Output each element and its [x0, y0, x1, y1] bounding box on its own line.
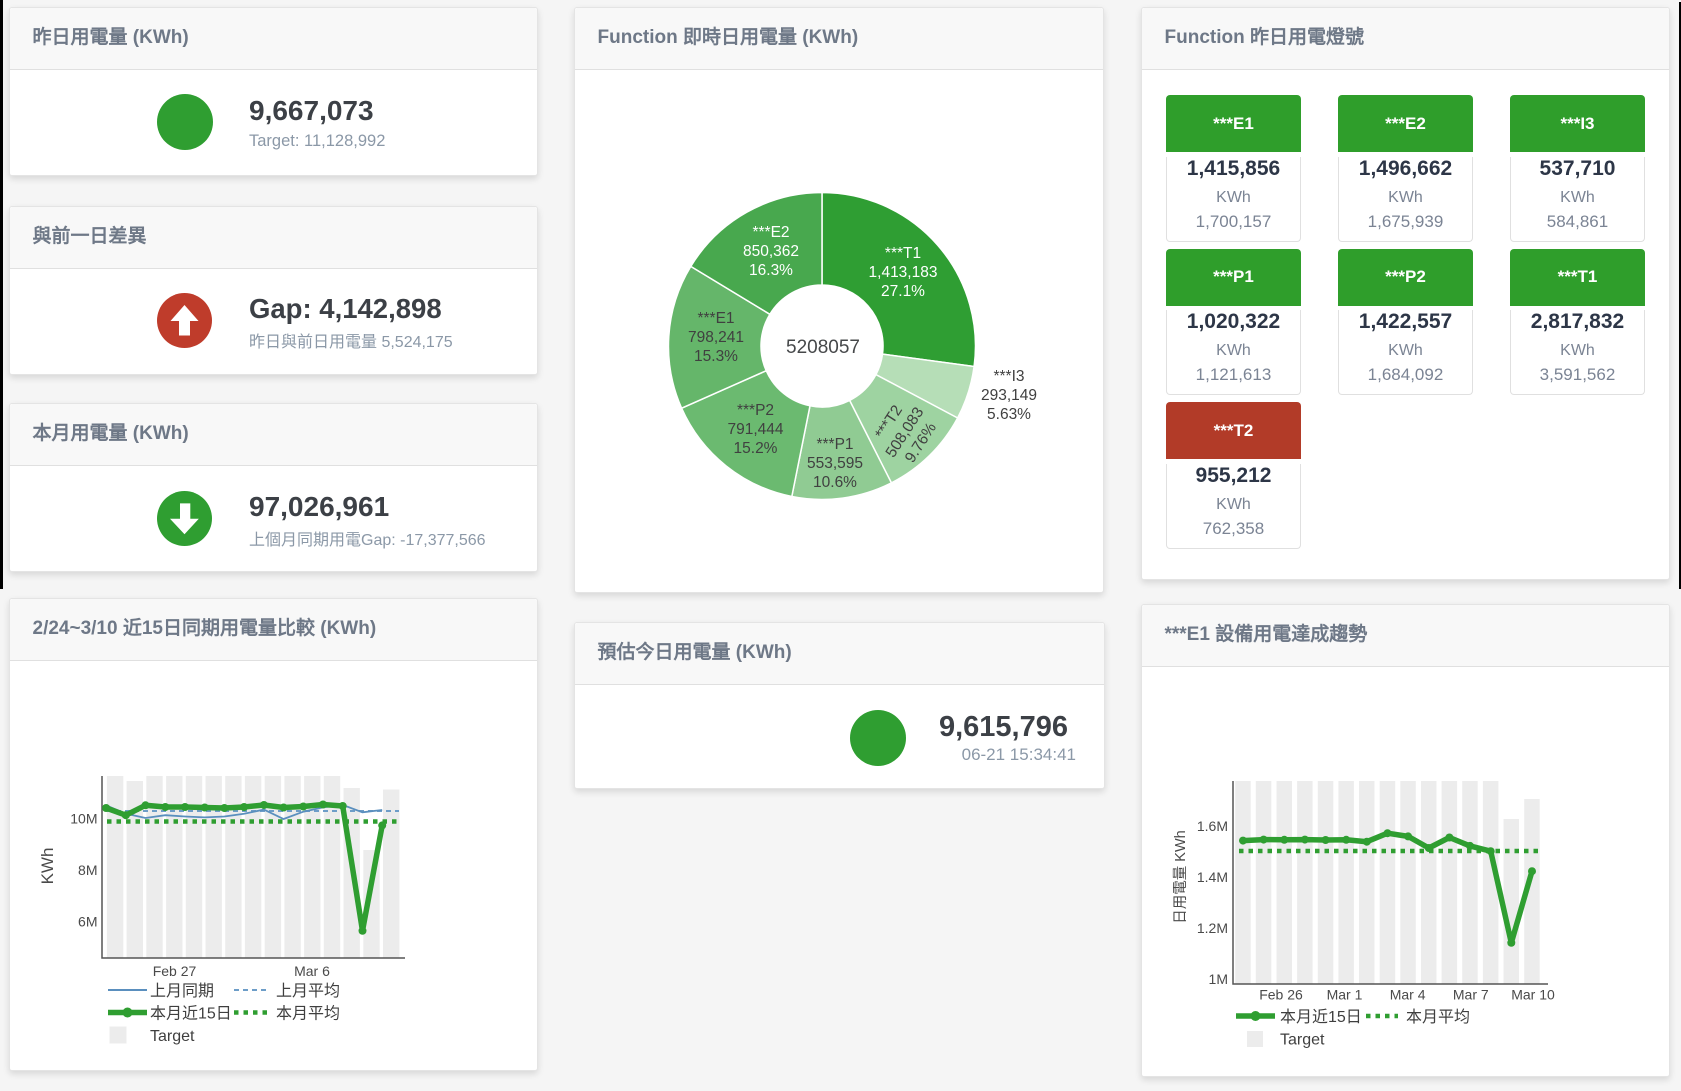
svg-text:本月近15日: 本月近15日 — [1280, 1008, 1362, 1026]
svg-text:10M: 10M — [70, 811, 97, 827]
svg-text:Mar 7: Mar 7 — [1453, 987, 1489, 1003]
svg-text:Feb 26: Feb 26 — [1259, 987, 1303, 1003]
svg-text:上月同期: 上月同期 — [150, 982, 214, 1000]
svg-text:本月近15日: 本月近15日 — [150, 1005, 232, 1023]
svg-text:1.2M: 1.2M — [1197, 920, 1228, 936]
svg-text:Mar 1: Mar 1 — [1327, 987, 1363, 1003]
svg-text:1.6M: 1.6M — [1197, 818, 1228, 834]
svg-text:6M: 6M — [78, 913, 97, 929]
svg-text:本月平均: 本月平均 — [276, 1005, 340, 1023]
svg-text:日用電量 KWh: 日用電量 KWh — [1173, 830, 1189, 923]
svg-text:Target: Target — [1280, 1032, 1325, 1049]
svg-text:Mar 6: Mar 6 — [294, 963, 330, 979]
svg-text:1M: 1M — [1209, 971, 1228, 987]
svg-text:Feb 27: Feb 27 — [153, 963, 197, 979]
svg-text:本月平均: 本月平均 — [1406, 1008, 1470, 1026]
svg-text:8M: 8M — [78, 862, 97, 878]
svg-text:Mar 10: Mar 10 — [1511, 987, 1555, 1003]
svg-text:上月平均: 上月平均 — [276, 982, 340, 1000]
svg-text:Target: Target — [150, 1028, 195, 1045]
svg-text:KWh: KWh — [38, 848, 57, 885]
svg-text:1.4M: 1.4M — [1197, 869, 1228, 885]
svg-text:Mar 4: Mar 4 — [1390, 987, 1426, 1003]
